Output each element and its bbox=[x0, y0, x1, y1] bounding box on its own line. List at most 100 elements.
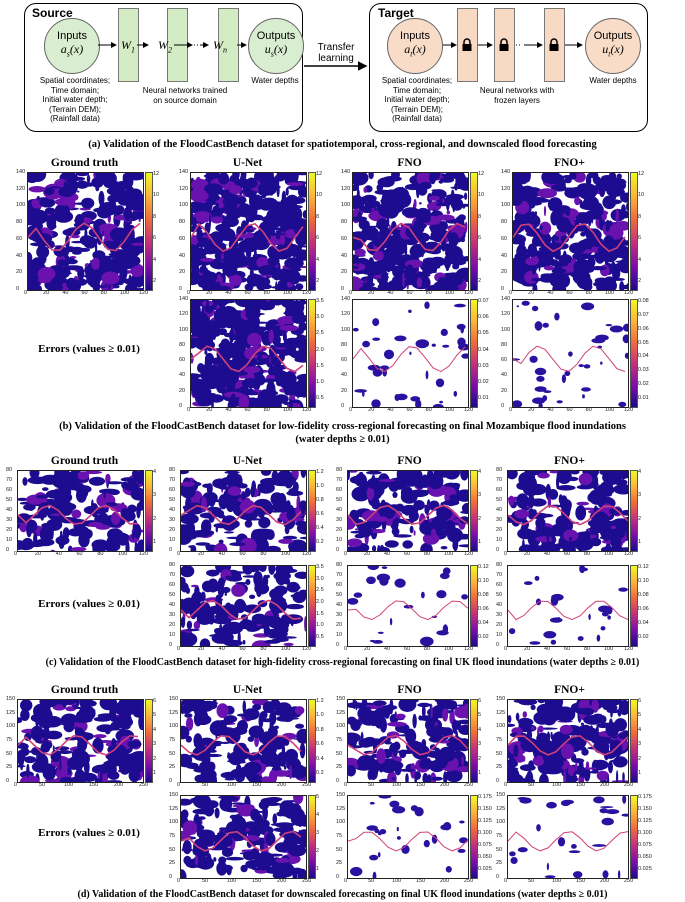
x-tick-label: 200 bbox=[600, 878, 610, 884]
y-tick-label: 40 bbox=[496, 602, 503, 608]
x-tick-label: 80 bbox=[425, 290, 432, 296]
panel-d-ground-truth bbox=[14, 692, 151, 789]
y-tick-label: 120 bbox=[179, 185, 189, 192]
colorbar-tick-label: 1.5 bbox=[316, 610, 324, 617]
column-title-ground-truth: Ground truth bbox=[50, 684, 119, 696]
colorbar-tick-label: 3 bbox=[638, 492, 642, 499]
y-tick-label: 60 bbox=[169, 582, 176, 588]
y-tick-label: 140 bbox=[179, 169, 189, 175]
y-tick-label: 0 bbox=[341, 286, 345, 292]
x-tick-label: 0 bbox=[344, 878, 348, 884]
x-tick-label: 150 bbox=[252, 782, 262, 788]
source-outputs-arg: (x) bbox=[273, 42, 288, 56]
y-tick-label: 140 bbox=[179, 296, 189, 302]
x-tick-label: 40 bbox=[547, 290, 554, 296]
x-tick-label: 120 bbox=[464, 646, 474, 652]
colorbar-tick-label: 3.0 bbox=[316, 314, 324, 321]
colorbar bbox=[470, 795, 478, 879]
y-tick-label: 10 bbox=[336, 537, 343, 543]
flood-map-image bbox=[14, 692, 151, 789]
colorbar-tick-label: 3 bbox=[638, 741, 642, 748]
colorbar-tick-label: 0.08 bbox=[478, 592, 489, 598]
colorbar-tick-label: 4 bbox=[478, 256, 482, 263]
target-inputs-desc: Spatial coordinates; Time domain; Initial … bbox=[381, 76, 453, 123]
colorbar-tick-label: 3.0 bbox=[316, 575, 324, 582]
y-tick-label: 50 bbox=[336, 497, 343, 503]
x-tick-label: 120 bbox=[624, 290, 634, 296]
x-tick-label: 0 bbox=[177, 646, 181, 652]
colorbar-tick-label: 1.0 bbox=[316, 378, 324, 385]
x-tick-label: 0 bbox=[509, 407, 513, 413]
x-tick-label: 0 bbox=[509, 290, 513, 296]
panel-c-fno-plus bbox=[506, 464, 634, 558]
y-tick-label: 25 bbox=[336, 860, 343, 867]
y-tick-label: 20 bbox=[336, 622, 343, 628]
colorbar-tick-label: 4 bbox=[638, 469, 642, 475]
colorbar-tick-label: 0.08 bbox=[638, 298, 649, 304]
flood-map-image bbox=[19, 166, 152, 296]
x-tick-label: 250 bbox=[624, 878, 634, 884]
y-tick-label: 0 bbox=[6, 547, 10, 553]
x-tick-label: 250 bbox=[464, 878, 474, 884]
x-tick-label: 0 bbox=[504, 878, 508, 884]
x-tick-label: 20 bbox=[528, 407, 535, 413]
y-tick-label: 50 bbox=[496, 750, 503, 757]
flood-map-image bbox=[347, 562, 469, 647]
colorbar-tick-label: 0.100 bbox=[638, 830, 652, 836]
x-tick-label: 0 bbox=[504, 551, 508, 557]
lock-icon bbox=[549, 38, 559, 51]
y-tick-label: 100 bbox=[496, 723, 506, 730]
colorbar-tick-label: 2.5 bbox=[316, 587, 324, 594]
y-tick-label: 0 bbox=[336, 778, 340, 784]
colorbar-tick-label: 0.5 bbox=[316, 395, 324, 401]
y-tick-label: 150 bbox=[496, 696, 506, 702]
colorbar-tick-label: 3 bbox=[316, 830, 320, 836]
source-inputs-sub: s bbox=[66, 49, 70, 59]
x-tick-label: 80 bbox=[584, 551, 591, 557]
flood-map-image bbox=[342, 464, 478, 557]
y-tick-label: 140 bbox=[341, 296, 351, 302]
target-inputs-sub: t bbox=[410, 49, 413, 59]
flood-map-image bbox=[507, 564, 629, 645]
flood-map-image bbox=[174, 465, 314, 559]
y-tick-label: 40 bbox=[16, 252, 23, 259]
y-tick-label: 0 bbox=[501, 403, 505, 409]
y-tick-label: 80 bbox=[16, 219, 23, 226]
y-tick-label: 30 bbox=[169, 517, 176, 523]
x-tick-label: 40 bbox=[384, 646, 391, 652]
colorbar-tick-label: 0.03 bbox=[638, 367, 649, 374]
y-tick-label: 140 bbox=[16, 169, 26, 175]
colorbar bbox=[470, 470, 478, 552]
x-tick-label: 40 bbox=[225, 290, 232, 296]
y-tick-label: 30 bbox=[336, 517, 343, 523]
flood-map-image bbox=[182, 166, 313, 298]
x-tick-label: 0 bbox=[344, 782, 348, 788]
colorbar-tick-label: 0.01 bbox=[478, 395, 489, 401]
colorbar-tick-label: 1 bbox=[638, 770, 642, 776]
y-tick-label: 25 bbox=[496, 860, 503, 867]
colorbar-tick-label: 10 bbox=[638, 192, 645, 199]
y-tick-label: 50 bbox=[169, 592, 176, 598]
x-tick-label: 0 bbox=[504, 646, 508, 652]
colorbar-tick-label: 0.2 bbox=[316, 770, 324, 776]
x-tick-label: 200 bbox=[440, 782, 450, 788]
colorbar-tick-label: 0.10 bbox=[638, 578, 649, 584]
y-tick-label: 0 bbox=[169, 778, 173, 784]
y-tick-label: 125 bbox=[6, 709, 16, 716]
colorbar-tick-label: 1.2 bbox=[316, 469, 324, 475]
y-tick-label: 25 bbox=[169, 860, 176, 867]
x-tick-label: 40 bbox=[387, 407, 394, 413]
y-tick-label: 0 bbox=[501, 286, 505, 292]
colorbar-tick-label: 1.2 bbox=[316, 698, 324, 704]
y-tick-label: 80 bbox=[169, 562, 176, 568]
x-tick-label: 100 bbox=[444, 407, 455, 413]
x-tick-label: 100 bbox=[604, 407, 615, 413]
x-tick-label: 0 bbox=[344, 646, 348, 652]
x-tick-label: 0 bbox=[349, 407, 353, 413]
colorbar-tick-label: 0.04 bbox=[478, 346, 489, 353]
colorbar-tick-label: 0.07 bbox=[478, 298, 489, 304]
colorbar bbox=[470, 299, 478, 408]
y-tick-label: 80 bbox=[341, 341, 348, 348]
colorbar-tick-label: 4 bbox=[478, 726, 482, 733]
colorbar-tick-label: 4 bbox=[153, 256, 157, 263]
